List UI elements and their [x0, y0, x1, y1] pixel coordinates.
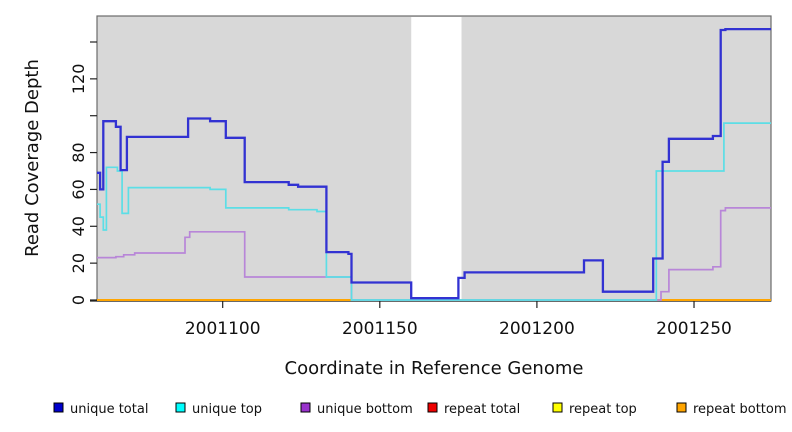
legend-label: unique bottom: [317, 402, 413, 417]
legend-item: repeat total: [427, 402, 520, 417]
legend-swatch: [175, 402, 186, 413]
legend-swatch: [427, 402, 438, 413]
legend-swatch: [300, 402, 311, 413]
y-axis-tick-label: 120: [69, 64, 88, 95]
x-axis-title: Coordinate in Reference Genome: [285, 358, 584, 379]
x-axis-tick-label: 2001100: [185, 319, 261, 339]
y-axis-tick-label: 20: [69, 253, 88, 273]
legend-item: unique bottom: [300, 402, 413, 417]
legend-label: unique top: [192, 402, 262, 417]
series-line-unique-total: [97, 27, 771, 300]
y-axis-tick-label: 40: [69, 216, 88, 236]
y-axis-tick-label: 60: [69, 179, 88, 199]
legend-label: repeat top: [569, 402, 637, 417]
y-axis-title: Read Coverage Depth: [22, 59, 43, 257]
legend-item: repeat bottom: [676, 402, 787, 417]
x-axis-tick-label: 2001250: [656, 319, 732, 339]
legend-swatch: [552, 402, 563, 413]
no-data-band: [411, 17, 462, 300]
legend-item: repeat top: [552, 402, 637, 417]
legend-label: repeat bottom: [693, 402, 787, 417]
legend-label: unique total: [70, 402, 148, 417]
series-line-unique-top: [97, 122, 771, 301]
legend-swatch: [53, 402, 64, 413]
y-axis-tick-label: 80: [69, 142, 88, 162]
legend-item: unique total: [53, 402, 148, 417]
plot-layer: 2001100 2001150 2001200 2001250 0 20 40 60 80 120: [69, 15, 772, 339]
y-axis-tick-label: 0: [69, 295, 88, 305]
legend: unique total unique top unique bottom repea…: [53, 402, 787, 417]
x-axis-tick-label: 2001150: [342, 319, 418, 339]
x-axis-tick-label: 2001200: [499, 319, 575, 339]
legend-item: unique top: [175, 402, 262, 417]
legend-swatch: [676, 402, 687, 413]
legend-label: repeat total: [444, 402, 520, 417]
series-line-unique-bottom: [97, 207, 771, 301]
